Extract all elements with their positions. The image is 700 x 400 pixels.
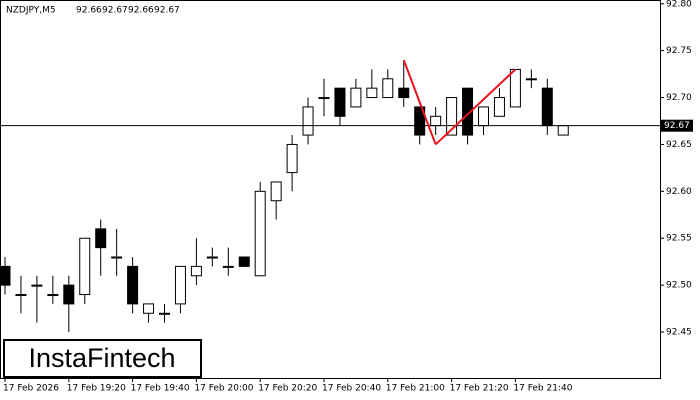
candle-body xyxy=(63,284,75,305)
x-tick-label: 17 Feb 20:00 xyxy=(194,384,253,394)
candle-body xyxy=(493,97,505,117)
candle-body xyxy=(398,87,410,99)
y-tick-label: 92.70 xyxy=(666,93,692,103)
header-price: 92.67 xyxy=(154,6,180,16)
candle-body xyxy=(541,87,553,127)
candle-body xyxy=(318,97,330,100)
candle-body xyxy=(270,181,282,202)
candle-body xyxy=(446,97,458,136)
pattern-line xyxy=(434,68,517,146)
x-tick-label: 17 Feb 21:20 xyxy=(450,384,509,394)
y-tick-label: 92.75 xyxy=(666,46,692,56)
x-tick-label: 17 Feb 20:40 xyxy=(322,384,381,394)
x-tick-label: 17 Feb 2026 xyxy=(3,384,59,394)
candle-body xyxy=(350,87,362,108)
x-tick-label: 17 Feb 20:20 xyxy=(258,384,317,394)
candle-body xyxy=(206,256,218,259)
logo: InstaFintech xyxy=(28,343,175,373)
plot-frame xyxy=(0,0,661,379)
logo-box xyxy=(3,339,202,378)
symbol-title: NZDJPY,M5 xyxy=(6,6,56,16)
candle-body xyxy=(382,78,394,99)
x-tick-label: 17 Feb 19:20 xyxy=(67,384,126,394)
candle-body xyxy=(15,294,27,297)
candle-body xyxy=(334,87,346,117)
candle-body xyxy=(525,78,537,81)
candle-body xyxy=(111,256,123,259)
candle-body xyxy=(127,265,139,305)
candle-body xyxy=(286,143,298,174)
y-tick-label: 92.65 xyxy=(666,140,692,150)
y-tick-label: 92.50 xyxy=(666,281,692,291)
candle-body xyxy=(0,265,11,286)
candle-body xyxy=(31,284,43,287)
candle-body xyxy=(254,190,266,277)
candle-body xyxy=(79,237,91,296)
candle-body xyxy=(302,106,314,136)
header-price: 92.66 xyxy=(76,6,102,16)
candle-body xyxy=(47,294,59,297)
y-tick-label: 92.80 xyxy=(666,0,692,9)
candle-body xyxy=(222,265,234,268)
x-tick-label: 17 Feb 21:00 xyxy=(386,384,445,394)
pattern-line xyxy=(402,59,437,145)
candle-body xyxy=(557,125,569,136)
candle-body xyxy=(190,265,202,277)
candle-body xyxy=(430,115,442,127)
price-label-bg xyxy=(661,119,693,132)
candle-body xyxy=(143,303,155,314)
candle-body xyxy=(509,68,521,108)
x-tick-label: 17 Feb 19:40 xyxy=(131,384,190,394)
y-tick-label: 92.55 xyxy=(666,234,692,244)
header-price: 92.67 xyxy=(102,6,128,16)
y-tick-label: 92.45 xyxy=(666,328,692,338)
x-tick-label: 17 Feb 21:40 xyxy=(513,384,572,394)
candle-body xyxy=(414,106,426,136)
candle-body xyxy=(174,265,186,305)
candle-body xyxy=(462,87,474,136)
y-tick-label: 92.60 xyxy=(666,187,692,197)
candle-body xyxy=(95,228,107,249)
candle-body xyxy=(238,256,250,267)
candle-body xyxy=(366,87,378,99)
candle-body xyxy=(478,106,489,127)
price-label: 92.67 xyxy=(664,121,690,131)
header-price: 92.66 xyxy=(128,6,154,16)
candle-body xyxy=(159,312,170,315)
